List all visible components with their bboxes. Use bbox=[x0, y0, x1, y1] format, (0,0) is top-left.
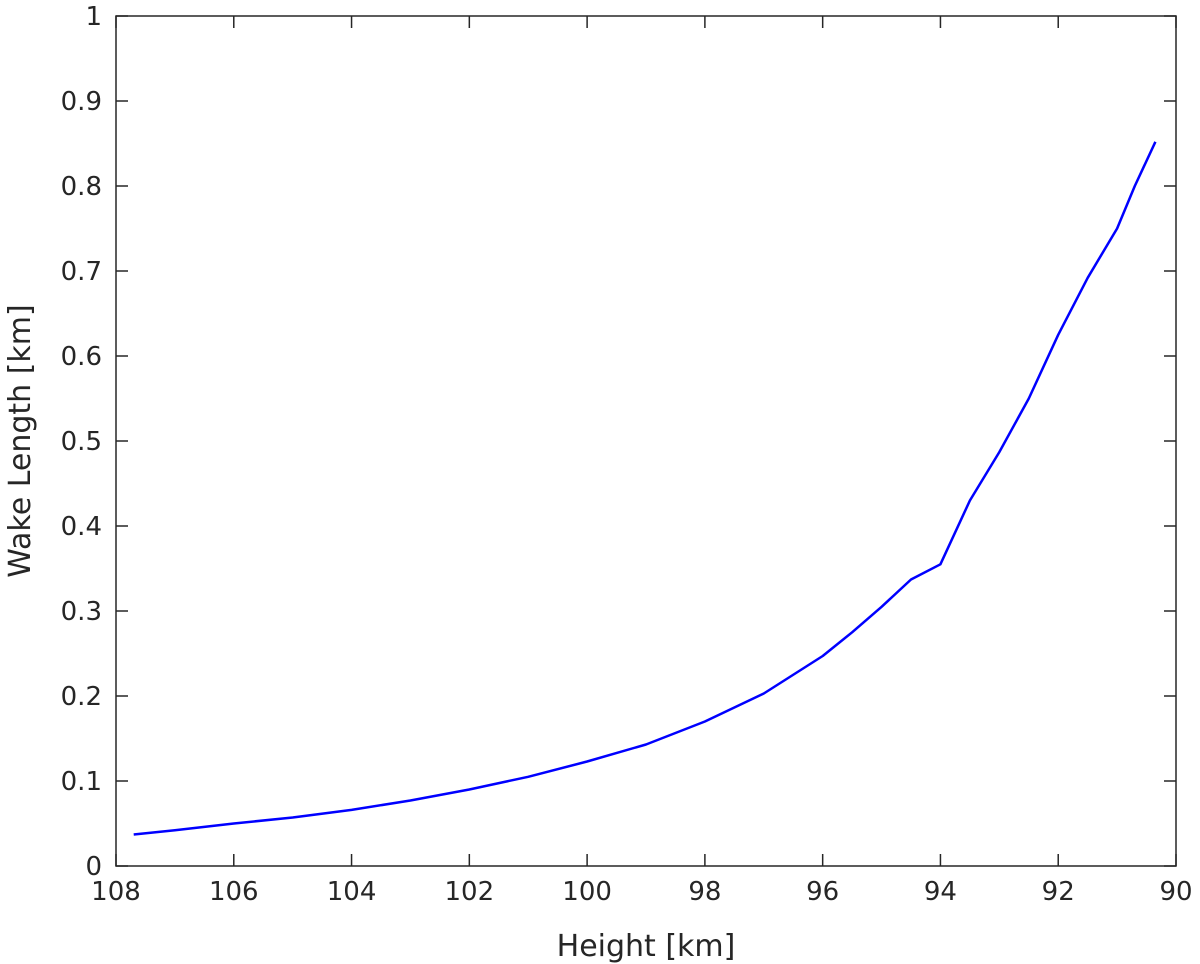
axis-ticks bbox=[115, 15, 1177, 867]
x-tick-label: 100 bbox=[562, 877, 612, 907]
x-tick-label: 96 bbox=[806, 877, 839, 907]
x-tick-label: 90 bbox=[1159, 877, 1192, 907]
y-tick-label: 0.4 bbox=[61, 512, 102, 542]
y-tick-label: 0.5 bbox=[61, 427, 102, 457]
x-tick-label: 106 bbox=[209, 877, 259, 907]
x-tick-label: 104 bbox=[327, 877, 377, 907]
x-axis-title: Height [km] bbox=[557, 929, 736, 964]
plot-frame bbox=[115, 15, 1177, 867]
tick-labels: 108 106 104 102 100 98 96 94 92 90 0 0.1 0.2 0.3 0.4 0.… bbox=[61, 2, 1193, 907]
y-tick-label: 0.8 bbox=[61, 172, 102, 202]
y-tick-label: 0.2 bbox=[61, 682, 102, 712]
y-tick-label: 0.3 bbox=[61, 597, 102, 627]
series-line bbox=[133, 141, 1157, 836]
y-tick-label: 0.1 bbox=[61, 767, 102, 797]
y-tick-label: 1 bbox=[85, 2, 102, 32]
y-tick-label: 0 bbox=[85, 852, 102, 882]
x-tick-label: 108 bbox=[91, 877, 141, 907]
y-tick-label: 0.7 bbox=[61, 257, 102, 287]
x-tick-label: 92 bbox=[1042, 877, 1075, 907]
x-tick-label: 98 bbox=[688, 877, 721, 907]
x-tick-label: 94 bbox=[924, 877, 957, 907]
plot-series bbox=[133, 141, 1157, 836]
y-tick-label: 0.9 bbox=[61, 87, 102, 117]
y-axis-title: Wake Length [km] bbox=[3, 304, 38, 577]
y-tick-label: 0.6 bbox=[61, 342, 102, 372]
x-tick-label: 102 bbox=[445, 877, 495, 907]
